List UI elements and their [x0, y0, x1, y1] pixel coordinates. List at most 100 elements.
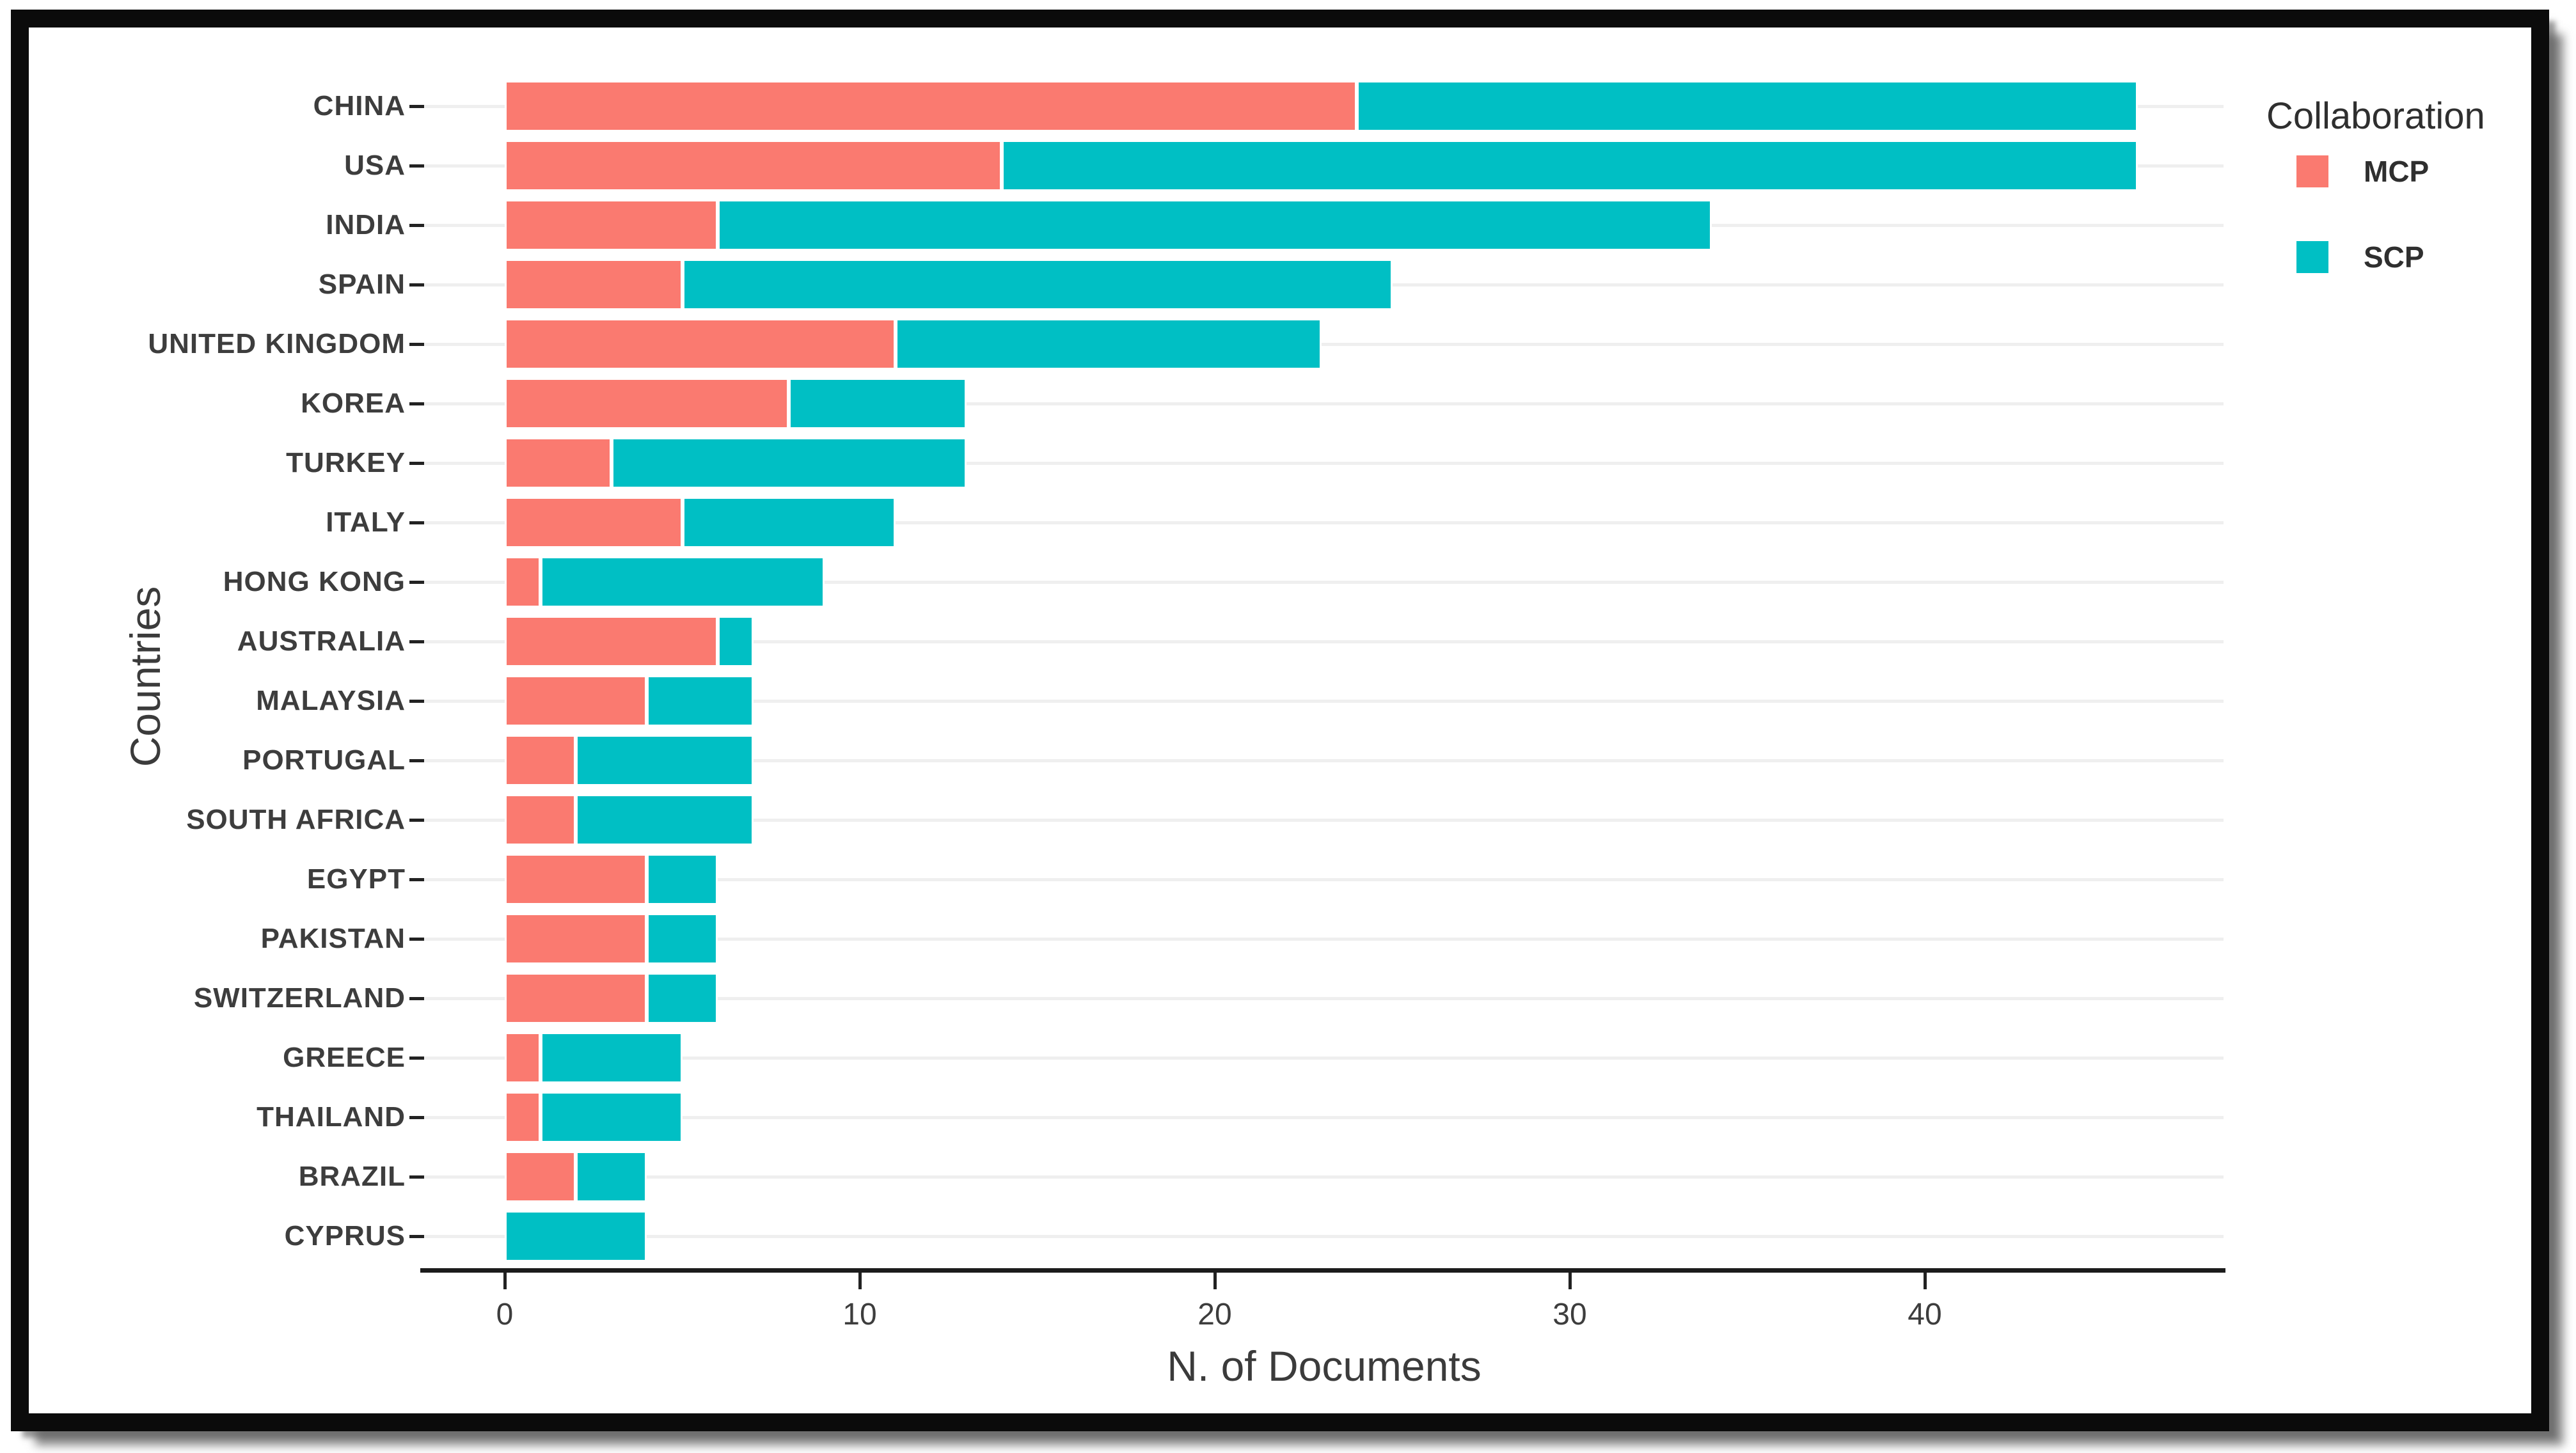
y-tick-label-greece: GREECE: [283, 1042, 406, 1073]
bar-segment-mcp-greece: [505, 1032, 541, 1083]
y-tick-mark: [409, 402, 424, 405]
x-tick-mark: [858, 1273, 862, 1289]
bar-segment-scp-usa: [1002, 140, 2138, 191]
legend-title: Collaboration: [2266, 95, 2485, 137]
gridline: [424, 1235, 2224, 1238]
y-tick-mark: [409, 997, 424, 1000]
bar-segment-scp-australia: [718, 616, 754, 667]
y-tick-label-india: INDIA: [326, 209, 406, 240]
gridline: [424, 997, 2224, 1000]
y-tick-mark: [409, 1116, 424, 1119]
x-tick-label-10: 10: [842, 1298, 877, 1331]
y-tick-label-korea: KOREA: [301, 388, 406, 419]
y-tick-mark: [409, 1175, 424, 1179]
y-tick-label-usa: USA: [344, 150, 406, 181]
bar-segment-scp-egypt: [647, 854, 718, 905]
y-tick-label-thailand: THAILAND: [257, 1101, 406, 1133]
x-tick-mark: [1569, 1273, 1572, 1289]
bar-segment-scp-china: [1357, 81, 2138, 132]
bar-segment-scp-india: [718, 200, 1712, 251]
y-tick-mark: [409, 343, 424, 346]
gridline: [424, 700, 2224, 703]
gridline: [424, 343, 2224, 346]
y-tick-mark: [409, 283, 424, 287]
y-tick-label-spain: SPAIN: [318, 269, 406, 300]
gridline: [424, 1116, 2224, 1119]
bar-segment-scp-south-africa: [576, 794, 754, 845]
y-tick-mark: [409, 938, 424, 941]
bar-segment-scp-korea: [789, 378, 967, 429]
bar-segment-mcp-hong-kong: [505, 556, 541, 608]
bar-segment-mcp-brazil: [505, 1151, 576, 1202]
bar-segment-scp-italy: [682, 497, 896, 548]
x-tick-label-20: 20: [1197, 1298, 1232, 1331]
y-tick-mark: [409, 640, 424, 643]
x-tick-mark: [1213, 1273, 1217, 1289]
y-tick-label-turkey: TURKEY: [286, 447, 406, 478]
y-tick-label-hong-kong: HONG KONG: [223, 566, 406, 597]
y-tick-label-australia: AUSTRALIA: [237, 625, 406, 657]
bar-segment-mcp-pakistan: [505, 913, 647, 964]
gridline: [424, 819, 2224, 822]
bar-segment-scp-switzerland: [647, 973, 718, 1024]
y-tick-mark: [409, 1056, 424, 1060]
y-tick-label-malaysia: MALAYSIA: [256, 685, 406, 716]
bar-segment-mcp-china: [505, 81, 1357, 132]
bar-segment-mcp-korea: [505, 378, 789, 429]
bar-segment-scp-pakistan: [647, 913, 718, 964]
bar-segment-mcp-portugal: [505, 735, 576, 786]
gridline: [424, 462, 2224, 465]
y-tick-label-china: CHINA: [313, 90, 406, 122]
y-tick-mark: [409, 224, 424, 227]
bar-segment-mcp-switzerland: [505, 973, 647, 1024]
bar-segment-mcp-australia: [505, 616, 718, 667]
y-tick-mark: [409, 164, 424, 168]
y-tick-label-switzerland: SWITZERLAND: [193, 982, 406, 1014]
bar-segment-mcp-south-africa: [505, 794, 576, 845]
gridline: [424, 1056, 2224, 1060]
gridline: [424, 402, 2224, 405]
bar-segment-mcp-malaysia: [505, 675, 647, 726]
x-tick-label-30: 30: [1553, 1298, 1587, 1331]
y-tick-label-egypt: EGYPT: [306, 863, 406, 895]
y-tick-label-pakistan: PAKISTAN: [260, 923, 406, 954]
gridline: [424, 759, 2224, 762]
x-axis-title: N. of Documents: [1167, 1342, 1482, 1390]
y-tick-label-portugal: PORTUGAL: [242, 744, 406, 776]
y-tick-label-cyprus: CYPRUS: [284, 1220, 406, 1252]
legend-label-mcp: MCP: [2364, 155, 2430, 188]
bar-segment-scp-turkey: [611, 437, 967, 489]
bar-segment-scp-spain: [682, 259, 1393, 310]
y-tick-label-italy: ITALY: [326, 507, 406, 538]
bar-segment-mcp-united-kingdom: [505, 318, 896, 370]
legend-swatch-mcp: [2296, 155, 2328, 187]
y-tick-mark: [409, 759, 424, 762]
gridline: [424, 521, 2224, 524]
legend-label-scp: SCP: [2364, 240, 2424, 274]
x-tick-mark: [1924, 1273, 1927, 1289]
chart-frame: Countries 0 10 20 30 40 CHINA USA INDIA SPAIN UN…: [11, 10, 2549, 1431]
y-tick-mark: [409, 462, 424, 465]
bar-segment-scp-hong-kong: [540, 556, 825, 608]
bar-segment-mcp-egypt: [505, 854, 647, 905]
legend-swatch-scp: [2296, 241, 2328, 273]
bar-segment-mcp-turkey: [505, 437, 612, 489]
y-tick-mark: [409, 878, 424, 881]
y-tick-label-south-africa: SOUTH AFRICA: [186, 804, 406, 835]
bar-segment-scp-cyprus: [505, 1211, 647, 1262]
y-tick-mark: [409, 1235, 424, 1238]
y-tick-mark: [409, 521, 424, 524]
y-tick-mark: [409, 581, 424, 584]
bar-segment-mcp-usa: [505, 140, 1002, 191]
bar-segment-mcp-italy: [505, 497, 683, 548]
bar-segment-mcp-thailand: [505, 1092, 541, 1143]
y-tick-mark: [409, 819, 424, 822]
bar-segment-scp-brazil: [576, 1151, 647, 1202]
gridline: [424, 1175, 2224, 1179]
bar-segment-scp-thailand: [540, 1092, 683, 1143]
gridline: [424, 640, 2224, 643]
bar-segment-scp-united-kingdom: [895, 318, 1322, 370]
y-tick-mark: [409, 700, 424, 703]
country-collaboration-chart: Countries 0 10 20 30 40 CHINA USA INDIA SPAIN UN…: [29, 27, 2531, 1413]
y-tick-label-brazil: BRAZIL: [298, 1161, 406, 1192]
